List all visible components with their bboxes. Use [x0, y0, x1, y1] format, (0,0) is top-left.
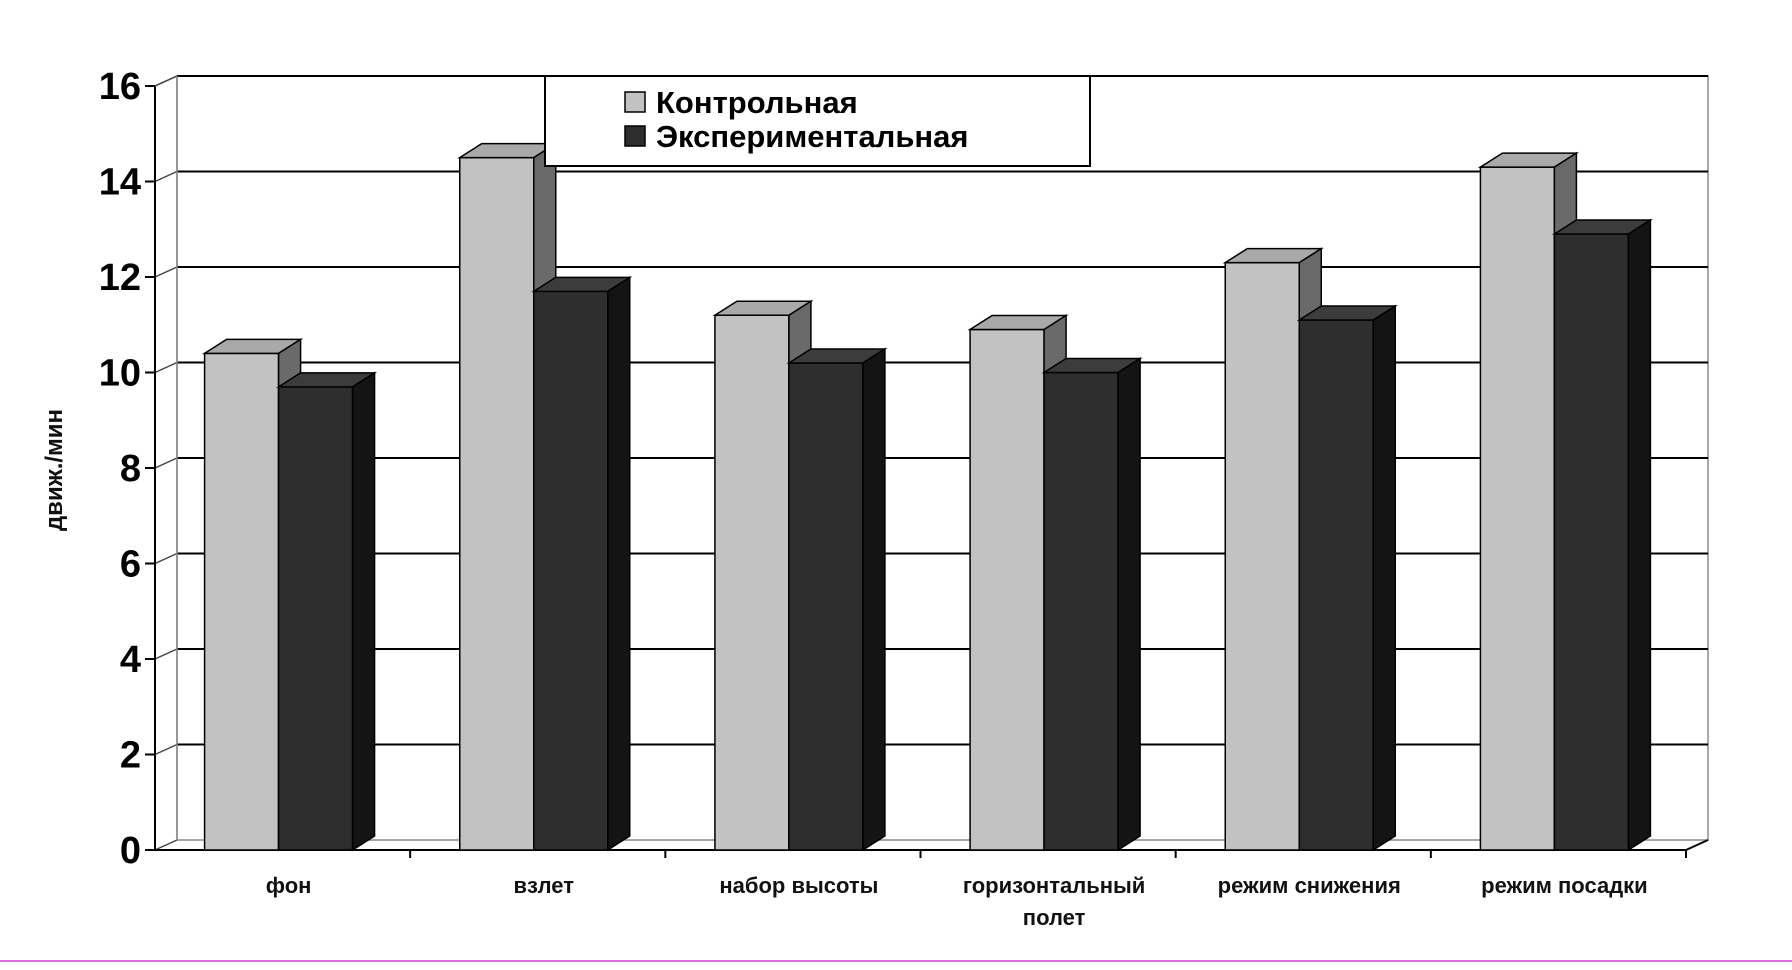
bar-1-0 [277, 386, 354, 851]
gridline-depth [154, 648, 178, 660]
gridline-depth [154, 266, 178, 278]
x-category-label-line: полет [1023, 905, 1086, 930]
x-category-label-line: взлет [513, 873, 574, 898]
x-axis-depth [1685, 839, 1709, 851]
bar-side-1-0 [351, 371, 376, 852]
bars [202, 142, 1653, 852]
x-category-label-line: фон [266, 873, 312, 898]
bar-side-1-2 [862, 347, 886, 852]
y-tick-label: 14 [99, 162, 141, 204]
y-tick-label: 10 [99, 353, 141, 395]
y-tick-label: 6 [120, 544, 141, 586]
page-border-line [0, 960, 1792, 962]
bar-0-1 [459, 156, 535, 851]
bar-0-4 [1224, 261, 1300, 851]
x-category-label: фон [266, 873, 312, 898]
x-category-label-line: горизонтальный [963, 873, 1146, 898]
bar-side-1-1 [607, 275, 631, 852]
bar-1-5 [1553, 233, 1630, 851]
y-tick-label: 4 [120, 639, 141, 681]
bar-1-4 [1298, 319, 1374, 851]
bar-0-5 [1479, 166, 1556, 851]
legend-box [544, 75, 1091, 167]
bar-side-1-5 [1627, 218, 1652, 852]
bar-1-2 [788, 362, 864, 851]
bar-side-1-4 [1372, 304, 1396, 852]
gridlines [154, 75, 1709, 851]
gridline-depth [154, 552, 178, 565]
bar-1-3 [1043, 371, 1119, 851]
legend-swatch [624, 125, 646, 147]
y-tick-label: 0 [120, 830, 141, 872]
bar-0-0 [203, 352, 280, 851]
y-axis-label: движ./мин [41, 409, 68, 531]
x-category-label-line: режим посадки [1481, 873, 1648, 898]
gridline-depth [154, 361, 178, 374]
gridline-depth [154, 457, 178, 469]
x-category-label: горизонтальный полет [963, 873, 1146, 930]
x-category-labels: фон взлет набор высоты горизонтальный полет р… [266, 873, 1648, 930]
bar-0-2 [714, 314, 790, 851]
x-category-label-line: режим снижения [1218, 873, 1401, 898]
bar-0-3 [969, 328, 1045, 851]
y-tick-labels: 0 2 4 6 8 10 12 14 16 [99, 66, 141, 872]
x-category-label: набор высоты [719, 873, 878, 898]
legend-label: Экспериментальная [656, 119, 968, 154]
x-category-label-line: набор высоты [719, 873, 878, 898]
x-category-label: режим снижения [1218, 873, 1401, 898]
axes [145, 75, 1709, 858]
bar-1-1 [533, 290, 609, 851]
legend-swatch [624, 91, 646, 113]
y-tick-label: 8 [120, 448, 141, 490]
legend-label: Контрольная [656, 85, 858, 120]
x-category-label: режим посадки [1481, 873, 1648, 898]
y-tick-label: 16 [99, 66, 141, 108]
y-tick-label: 2 [120, 735, 141, 777]
gridline-depth [154, 170, 178, 183]
gridline-depth [154, 839, 178, 851]
x-category-label: взлет [513, 873, 574, 898]
gridline-depth [154, 743, 178, 756]
y-tick-label: 12 [99, 257, 141, 299]
bar-side-1-3 [1117, 357, 1141, 852]
y-axis-depth [154, 75, 178, 87]
